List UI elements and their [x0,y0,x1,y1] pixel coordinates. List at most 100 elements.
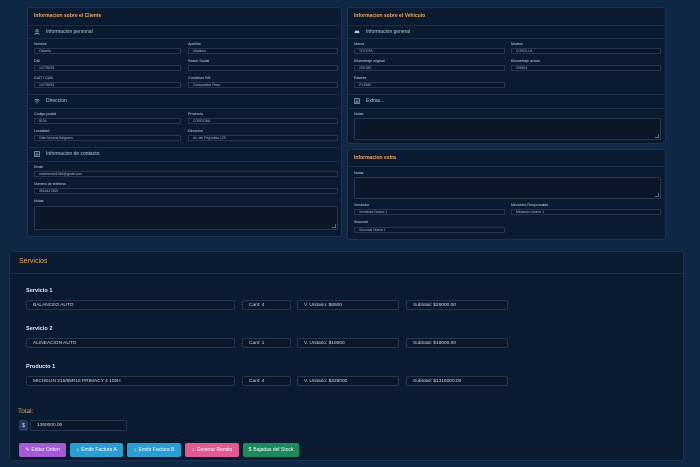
divider [348,25,665,26]
email-label: Email [34,165,43,169]
service-unit-price-field[interactable]: V. Unitario: $6500 [297,300,399,310]
personal-info-heading: Informacion personal [34,29,93,35]
modelo-label: Modelo [511,42,523,46]
bank-icon: ⌂ [133,447,137,453]
marca-label: Marca [354,42,364,46]
service-item-title: Servicio 1 [26,288,53,294]
services-card: Servicios Servicio 1 BALANCEO AUTO Cant:… [9,251,684,461]
service-unit-price-field[interactable]: V. Unitario: $18000 [297,338,399,348]
patente-field[interactable]: PYZ840 [354,82,505,88]
general-info-heading: Informacion general [354,29,410,35]
direccion-label: Direccion [188,129,203,133]
wifi-icon [34,99,40,104]
vendedor-label: Vendedor [354,203,370,207]
dni-label: DNI [34,59,41,63]
client-card-title: Informacion sobre el Cliente [34,13,102,19]
invoice-a-label: Emitir Factura A [81,447,117,453]
provincia-field[interactable]: CORDOBA [188,118,338,124]
pencil-icon: ✎ [25,447,30,453]
currency-symbol: $ [19,420,28,431]
service-name-field[interactable]: ALINEACION AUTO [26,338,235,348]
divider [28,108,341,109]
extra-notes-textarea[interactable] [354,177,661,199]
notas-label: Notas [34,199,44,203]
extra-notas-label: Notas [354,171,364,175]
dollar-icon: $ [248,447,252,453]
sucursal-label: Sucursal [354,220,368,224]
direccion-title: Direccion [46,98,67,104]
extra-info-card: Informacion extra Notas Vendedor Vendedo… [347,149,666,240]
service-name-field[interactable]: BALANCEO AUTO [26,300,235,310]
dni-field[interactable]: 14775093 [34,65,181,71]
user-icon [34,29,40,35]
contact-card-icon [34,151,40,157]
divider [28,25,341,26]
service-subtotal-field[interactable]: Subtotal: $18000.00 [406,338,508,348]
service-quantity-field[interactable]: Cant: 1 [242,338,291,348]
generate-remito-button[interactable]: ⌂ Generar Remito [185,443,239,457]
product-quantity-field[interactable]: Cant: 4 [242,376,291,386]
service-quantity-field[interactable]: Cant: 4 [242,300,291,310]
contacto-title: Informacion de contacto [46,151,100,157]
apellido-label: Apellido [188,42,201,46]
codigo-postal-label: Codigo postal [34,112,56,116]
email-field[interactable]: osbertomtz1046@gmail.com [34,171,338,177]
divider [28,94,341,95]
service-item-title: Servicio 2 [26,326,53,332]
razon-social-field[interactable] [188,65,338,71]
bank-icon: ⌂ [76,447,80,453]
product-unit-price-field[interactable]: V. Unitario: $329000 [297,376,399,386]
invoice-a-button[interactable]: ⌂ Emitir Factura A [70,443,123,457]
extras-title: Extras... [366,98,385,104]
telefono-label: Numero de telefono [34,182,66,186]
cuit-label: CUIT / CUIL [34,76,54,80]
direccion-field[interactable]: Av. del Peg/milita 129 [188,135,338,141]
extra-info-title: Informacion extra [354,155,396,161]
stock-deduction-button[interactable]: $ Bajadas del Stock [243,443,299,457]
modelo-field[interactable]: COROLLA [511,48,661,54]
vehicle-card-title: Informacion sobre el Vehiculo [354,13,426,19]
product-subtotal-field[interactable]: Subtotal: $1316000.00 [406,376,508,386]
telefono-field[interactable]: 3516447369 [34,188,338,194]
sucursal-field[interactable]: Sucursal Nueva 1 [354,227,505,233]
marca-field[interactable]: TOYOTA [354,48,505,54]
stock-deduction-label: Bajadas del Stock [253,447,294,453]
condicion-iva-field[interactable]: Consumidor Final [188,82,338,88]
divider [28,147,341,148]
apellido-field[interactable]: Martinez [188,48,338,54]
cuit-field[interactable]: 14775093 [34,82,181,88]
general-info-title: Informacion general [366,29,411,35]
km-original-field[interactable]: 205.350 [354,65,505,71]
nombre-field[interactable]: Osberto [34,48,181,54]
service-subtotal-field[interactable]: Subtotal: $26000.00 [406,300,508,310]
product-item-title: Producto 1 [26,364,56,370]
invoice-b-label: Emitir Factura B [138,447,175,453]
mecanico-field[interactable]: Mecanico Nuevo 1 [511,209,661,215]
divider [348,108,665,109]
invoice-b-button[interactable]: ⌂ Emitir Factura B [127,443,181,457]
vendedor-field[interactable]: Vendedor Nuevo 1 [354,209,505,215]
car-icon [354,30,360,35]
localidad-label: Localidad [34,129,50,133]
client-notes-textarea[interactable] [34,206,338,230]
km-actual-field[interactable]: 209524 [511,65,661,71]
nombre-label: Nombre [34,42,47,46]
total-label: Total: [18,408,34,415]
product-name-field[interactable]: MICHELIN 215/65R16 PRIMACY 4 102H [26,376,235,386]
codigo-postal-field[interactable]: 8134 [34,118,181,124]
divider [28,161,341,162]
divider [348,38,665,39]
generate-remito-label: Generar Remito [196,447,233,453]
condicion-iva-label: Condicion IVA [188,76,211,80]
razon-social-label: Razon Social [188,59,210,63]
extras-heading: Extras... [354,98,384,104]
services-title: Servicios [19,258,48,265]
divider [348,94,665,95]
localidad-field[interactable]: Villa General Belgrano [34,135,181,141]
edit-order-button[interactable]: ✎ Editar Orden [19,443,66,457]
divider [10,273,683,274]
bank-icon: ⌂ [191,447,195,453]
list-icon [354,98,360,104]
vehicle-notes-textarea[interactable] [354,118,661,140]
total-field[interactable]: 1360000.00 [30,420,127,431]
